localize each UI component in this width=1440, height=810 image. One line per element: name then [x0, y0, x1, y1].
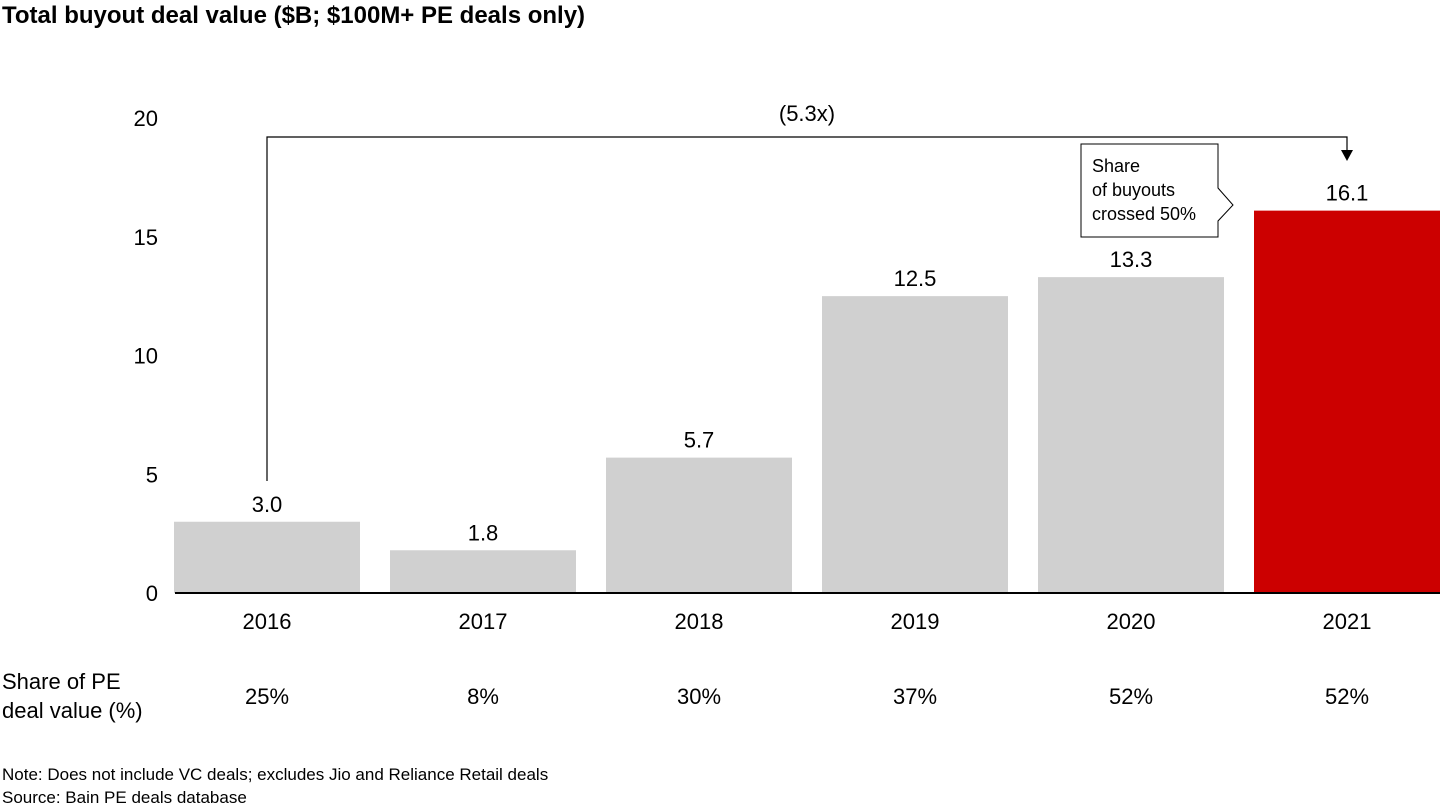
bar-2021	[1254, 210, 1440, 593]
value-label-2020: 13.3	[1110, 247, 1153, 272]
y-tick-label: 0	[146, 581, 158, 606]
growth-bracket-line	[266, 136, 1348, 481]
share-row-label: Share of PE deal value (%)	[2, 667, 143, 725]
callout-box: Share of buyouts crossed 50%	[1080, 143, 1234, 238]
value-label-2019: 12.5	[894, 266, 937, 291]
share-value-2019: 37%	[893, 684, 937, 709]
x-tick-label-2021: 2021	[1323, 609, 1372, 634]
x-tick-label-2018: 2018	[675, 609, 724, 634]
bar-2018	[606, 457, 792, 593]
y-axis-ticks: 0 5 10 15 20	[134, 106, 158, 606]
callout-line-2: of buyouts	[1092, 180, 1175, 200]
y-tick-label: 5	[146, 462, 158, 487]
bar-2017	[390, 550, 576, 593]
share-row-label-line-1: Share of PE	[2, 669, 121, 694]
source-text: Source: Bain PE deals database	[2, 788, 247, 807]
callout-line-3: crossed 50%	[1092, 204, 1196, 224]
callout-shape	[1080, 143, 1234, 238]
bar-2019	[822, 296, 1008, 593]
note-text: Note: Does not include VC deals; exclude…	[2, 765, 549, 784]
value-label-2017: 1.8	[468, 520, 499, 545]
footnotes: Note: Does not include VC deals; exclude…	[2, 763, 548, 809]
value-label-2021: 16.1	[1326, 181, 1369, 206]
share-values-row: 25% 8% 30% 37% 52% 52%	[245, 684, 1369, 709]
growth-bracket: (5.3x)	[266, 101, 1353, 481]
x-axis-labels: 2016 2017 2018 2019 2020 2021	[243, 609, 1372, 634]
share-value-2021: 52%	[1325, 684, 1369, 709]
value-label-2016: 3.0	[252, 492, 283, 517]
value-label-2018: 5.7	[684, 428, 715, 453]
value-labels: 3.0 1.8 5.7 12.5 13.3 16.1	[252, 181, 1369, 546]
x-tick-label-2020: 2020	[1107, 609, 1156, 634]
share-value-2018: 30%	[677, 684, 721, 709]
bar-2016	[174, 521, 360, 593]
callout-line-1: Share	[1092, 156, 1140, 176]
chart-title: Total buyout deal value ($B; $100M+ PE d…	[2, 2, 586, 29]
share-row-label-line-2: deal value (%)	[2, 698, 143, 723]
bars	[174, 210, 1440, 593]
growth-annotation-label: (5.3x)	[779, 101, 835, 126]
y-tick-label: 10	[134, 344, 158, 369]
x-tick-label-2019: 2019	[891, 609, 940, 634]
y-tick-label: 15	[134, 225, 158, 250]
growth-arrowhead	[1341, 150, 1353, 161]
share-value-2017: 8%	[467, 684, 499, 709]
share-value-2020: 52%	[1109, 684, 1153, 709]
x-tick-label-2017: 2017	[459, 609, 508, 634]
bar-2020	[1038, 277, 1224, 593]
share-value-2016: 25%	[245, 684, 289, 709]
x-tick-label-2016: 2016	[243, 609, 292, 634]
y-tick-label: 20	[134, 106, 158, 131]
